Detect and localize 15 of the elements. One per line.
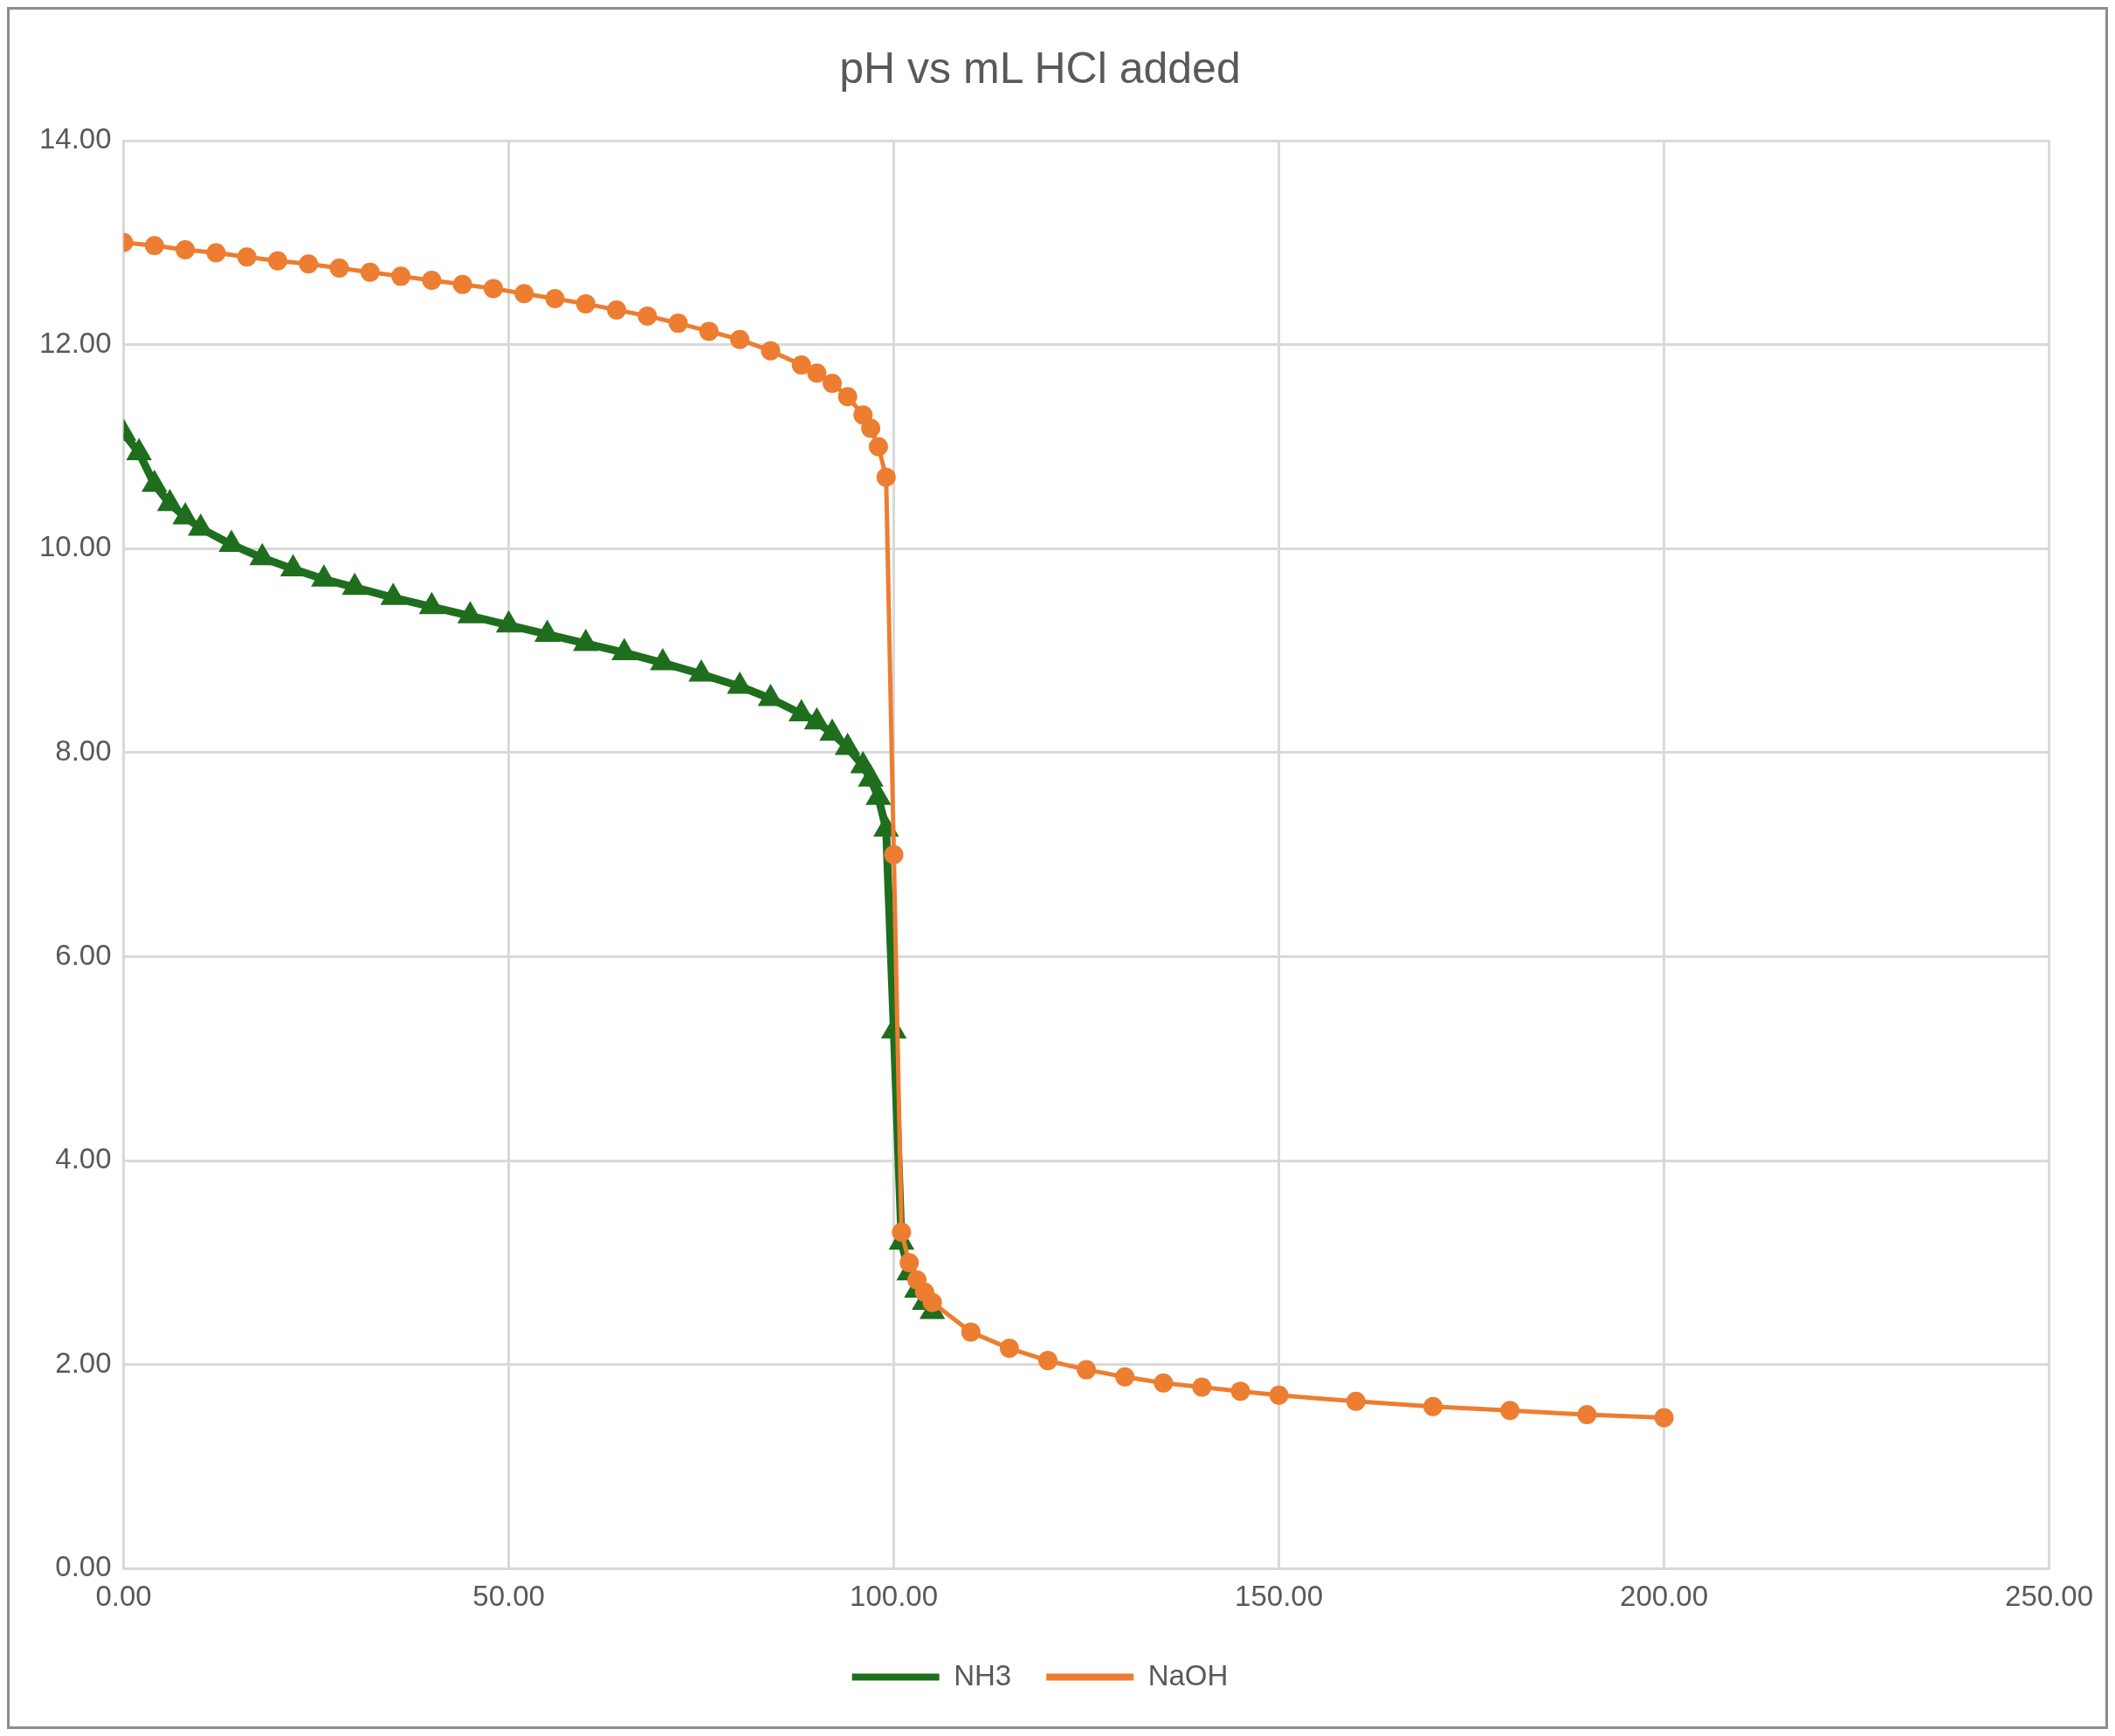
x-tick-label: 250.00	[2005, 1580, 2093, 1613]
y-tick-label: 12.00	[38, 326, 112, 359]
chart-title: pH vs mL HCl added	[839, 43, 1241, 93]
y-tick-label: 6.00	[55, 938, 112, 971]
y-tick-label: 8.00	[55, 734, 112, 767]
y-tick-label: 4.00	[55, 1142, 112, 1175]
x-tick-label: 50.00	[472, 1580, 545, 1613]
y-tick-label: 2.00	[55, 1346, 112, 1379]
x-tick-label: 200.00	[1620, 1580, 1709, 1613]
x-tick-label: 100.00	[850, 1580, 939, 1613]
y-tick-label: 10.00	[38, 530, 112, 563]
y-tick-label: 14.00	[38, 122, 112, 155]
x-tick-label: 150.00	[1235, 1580, 1324, 1613]
legend-label: NH3	[954, 1658, 1012, 1691]
legend-label: NaOH	[1147, 1658, 1229, 1691]
